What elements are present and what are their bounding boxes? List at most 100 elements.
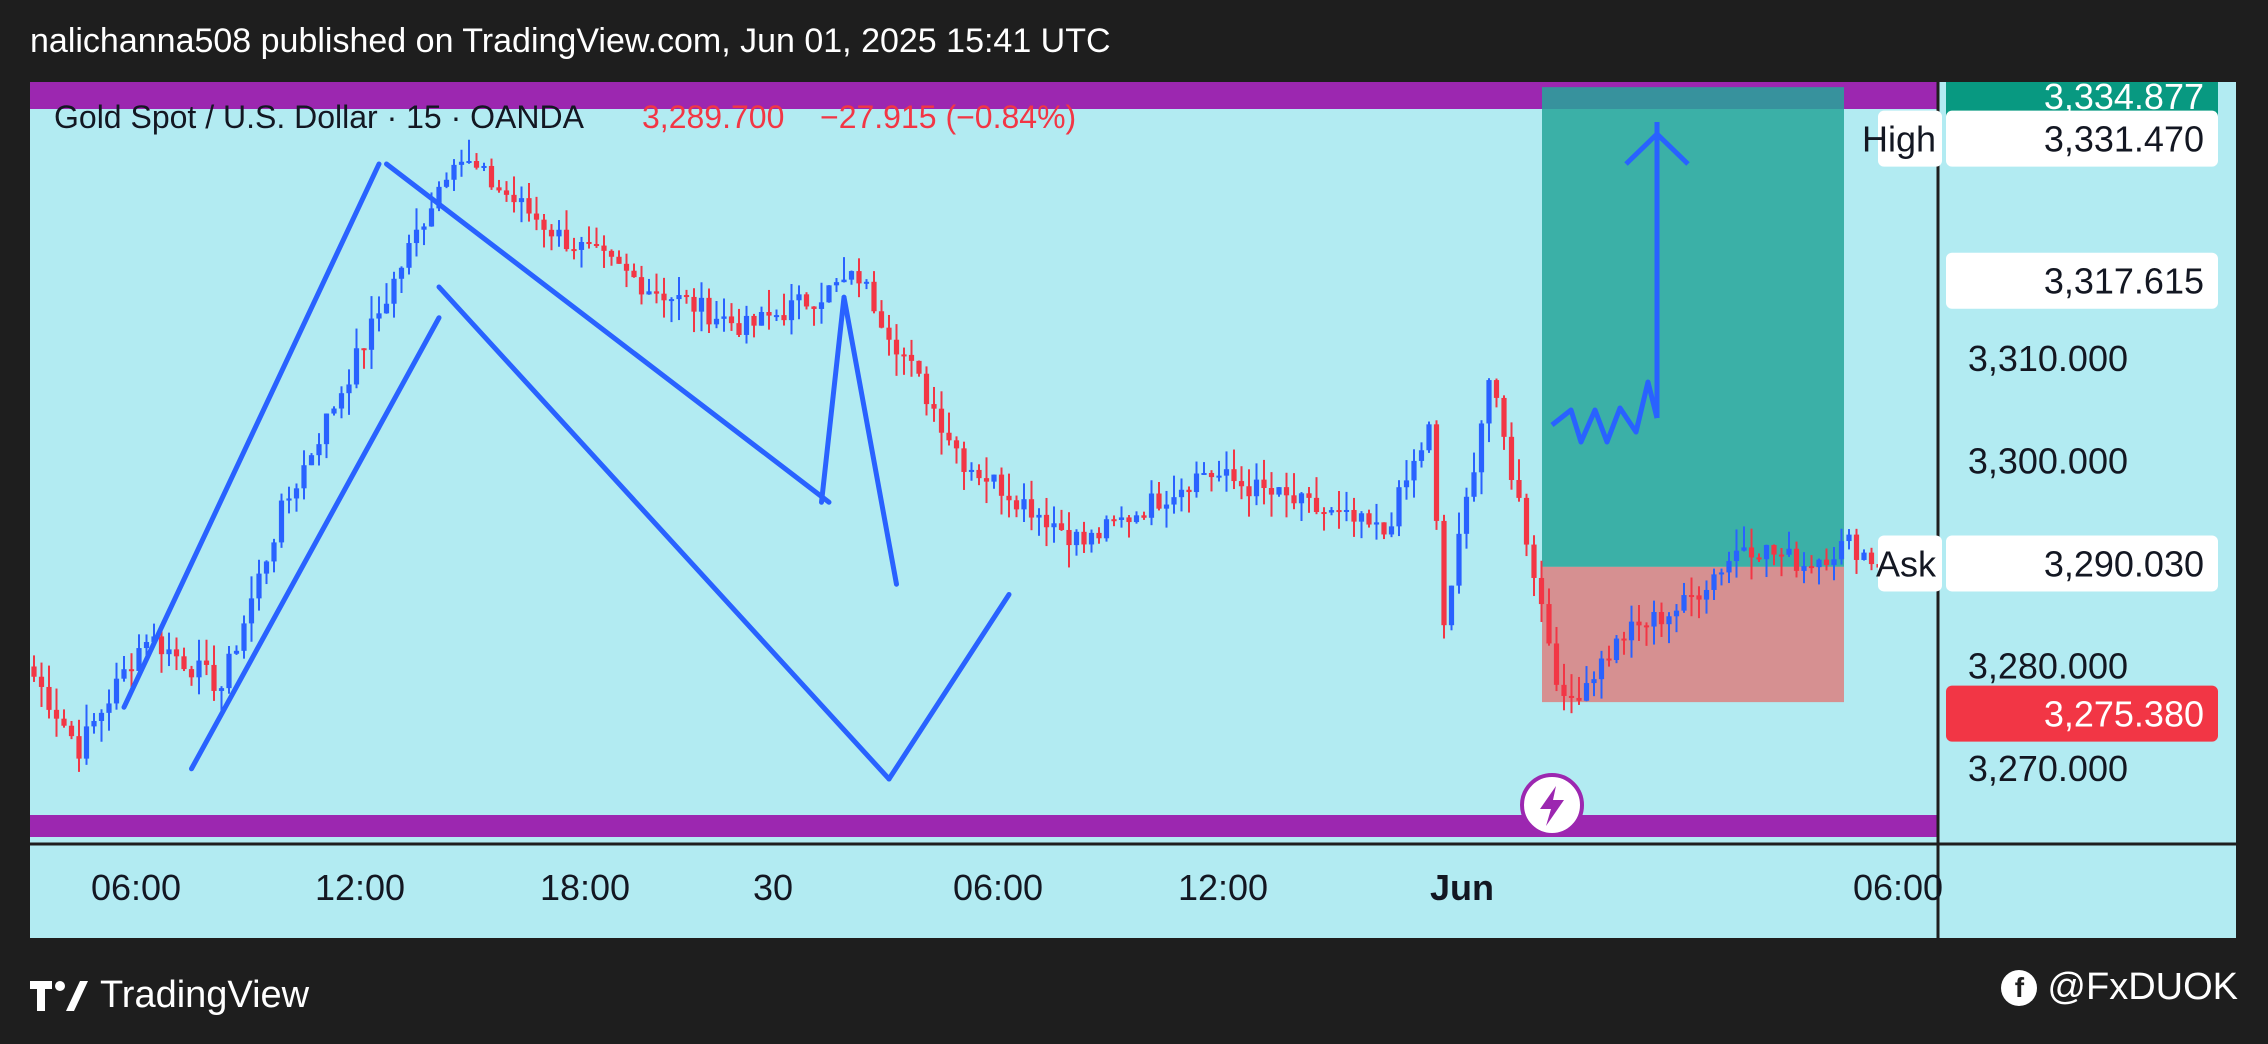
- candle-body[interactable]: [1861, 552, 1867, 560]
- candle-body[interactable]: [451, 164, 457, 180]
- candle-body[interactable]: [1141, 515, 1147, 518]
- candle-body[interactable]: [548, 229, 555, 237]
- candle-body[interactable]: [803, 294, 810, 307]
- candle-body[interactable]: [518, 198, 525, 203]
- candle-body[interactable]: [953, 440, 960, 449]
- candle-body[interactable]: [743, 315, 750, 335]
- candle-body[interactable]: [1013, 500, 1020, 510]
- candle-body[interactable]: [256, 573, 262, 599]
- candle-body[interactable]: [241, 623, 247, 651]
- candle-body[interactable]: [1643, 625, 1650, 628]
- candle-body[interactable]: [361, 348, 367, 351]
- candle-body[interactable]: [991, 474, 997, 482]
- candle-body[interactable]: [856, 271, 862, 284]
- candle-body[interactable]: [1606, 658, 1612, 661]
- candle-body[interactable]: [1441, 520, 1447, 626]
- candle-body[interactable]: [1306, 493, 1312, 498]
- candle-body[interactable]: [788, 300, 795, 321]
- target-zone[interactable]: [1542, 87, 1844, 567]
- candle-body[interactable]: [1868, 552, 1875, 565]
- candle-body[interactable]: [376, 313, 382, 319]
- candle-body[interactable]: [646, 291, 652, 295]
- candle-body[interactable]: [1756, 557, 1762, 560]
- candle-body[interactable]: [931, 404, 937, 409]
- candle-body[interactable]: [1283, 487, 1290, 496]
- candle-body[interactable]: [496, 187, 502, 191]
- candle-body[interactable]: [428, 208, 435, 227]
- candle-body[interactable]: [1388, 526, 1395, 535]
- candle-body[interactable]: [1201, 472, 1207, 475]
- candle-body[interactable]: [1801, 566, 1807, 571]
- candle-body[interactable]: [841, 279, 847, 283]
- candle-body[interactable]: [1546, 604, 1552, 644]
- candle-body[interactable]: [1718, 572, 1725, 575]
- candle-body[interactable]: [188, 669, 195, 678]
- candle-body[interactable]: [653, 291, 660, 294]
- candle-body[interactable]: [863, 281, 870, 284]
- candle-body[interactable]: [458, 161, 465, 165]
- candle-body[interactable]: [1268, 488, 1275, 495]
- candle-body[interactable]: [1118, 517, 1125, 520]
- candle-body[interactable]: [136, 648, 142, 671]
- candle-body[interactable]: [1688, 595, 1695, 598]
- candle-body[interactable]: [1073, 531, 1080, 546]
- candle-body[interactable]: [1381, 522, 1387, 535]
- candle-body[interactable]: [893, 339, 900, 355]
- candle-body[interactable]: [1516, 480, 1522, 498]
- trend-line[interactable]: [436, 284, 892, 782]
- candle-body[interactable]: [1058, 523, 1065, 530]
- candle-body[interactable]: [1741, 547, 1747, 551]
- candle-body[interactable]: [128, 669, 135, 672]
- candle-body[interactable]: [1358, 513, 1365, 522]
- candle-body[interactable]: [833, 282, 840, 286]
- candle-body[interactable]: [121, 669, 127, 679]
- candle-body[interactable]: [818, 302, 825, 309]
- candle-body[interactable]: [1493, 380, 1500, 398]
- candle-body[interactable]: [1223, 469, 1230, 476]
- trend-line[interactable]: [121, 161, 382, 710]
- candle-body[interactable]: [1763, 544, 1770, 560]
- candle-body[interactable]: [638, 277, 645, 295]
- candle-body[interactable]: [353, 348, 360, 385]
- candle-body[interactable]: [1748, 547, 1755, 558]
- candle-body[interactable]: [53, 709, 60, 719]
- candle-body[interactable]: [308, 455, 315, 466]
- candle-body[interactable]: [1328, 510, 1335, 513]
- candle-body[interactable]: [901, 354, 907, 357]
- candle-body[interactable]: [203, 660, 210, 665]
- candle-body[interactable]: [758, 312, 765, 326]
- candle-body[interactable]: [766, 312, 772, 316]
- candle-body[interactable]: [721, 316, 727, 319]
- candle-body[interactable]: [1231, 469, 1237, 482]
- trend-line[interactable]: [189, 315, 442, 772]
- candle-body[interactable]: [706, 297, 712, 325]
- candle-body[interactable]: [541, 219, 547, 230]
- candle-body[interactable]: [1148, 493, 1155, 518]
- candle-body[interactable]: [31, 666, 37, 677]
- candle-body[interactable]: [286, 498, 292, 501]
- candle-body[interactable]: [1088, 532, 1095, 545]
- candle-body[interactable]: [406, 243, 412, 268]
- candle-body[interactable]: [1456, 533, 1462, 586]
- candle-body[interactable]: [218, 688, 225, 691]
- candle-body[interactable]: [1246, 486, 1252, 497]
- candle-body[interactable]: [1463, 496, 1470, 534]
- candle-body[interactable]: [1831, 559, 1837, 566]
- candle-body[interactable]: [1471, 472, 1477, 497]
- candle-body[interactable]: [1613, 638, 1620, 661]
- candle-body[interactable]: [998, 474, 1005, 496]
- candle-body[interactable]: [1066, 529, 1072, 546]
- candle-body[interactable]: [736, 323, 742, 335]
- candle-body[interactable]: [1651, 612, 1657, 627]
- tradingview-logo[interactable]: TradingView: [30, 974, 309, 1017]
- candle-body[interactable]: [278, 500, 285, 543]
- candle-body[interactable]: [1411, 460, 1417, 481]
- candle-body[interactable]: [601, 245, 607, 251]
- candle-body[interactable]: [1006, 495, 1012, 501]
- candle-body[interactable]: [1583, 683, 1590, 701]
- candle-body[interactable]: [1021, 499, 1027, 510]
- candle-body[interactable]: [76, 736, 82, 759]
- trend-line[interactable]: [384, 161, 832, 505]
- candle-body[interactable]: [871, 281, 877, 312]
- candle-body[interactable]: [1838, 541, 1845, 560]
